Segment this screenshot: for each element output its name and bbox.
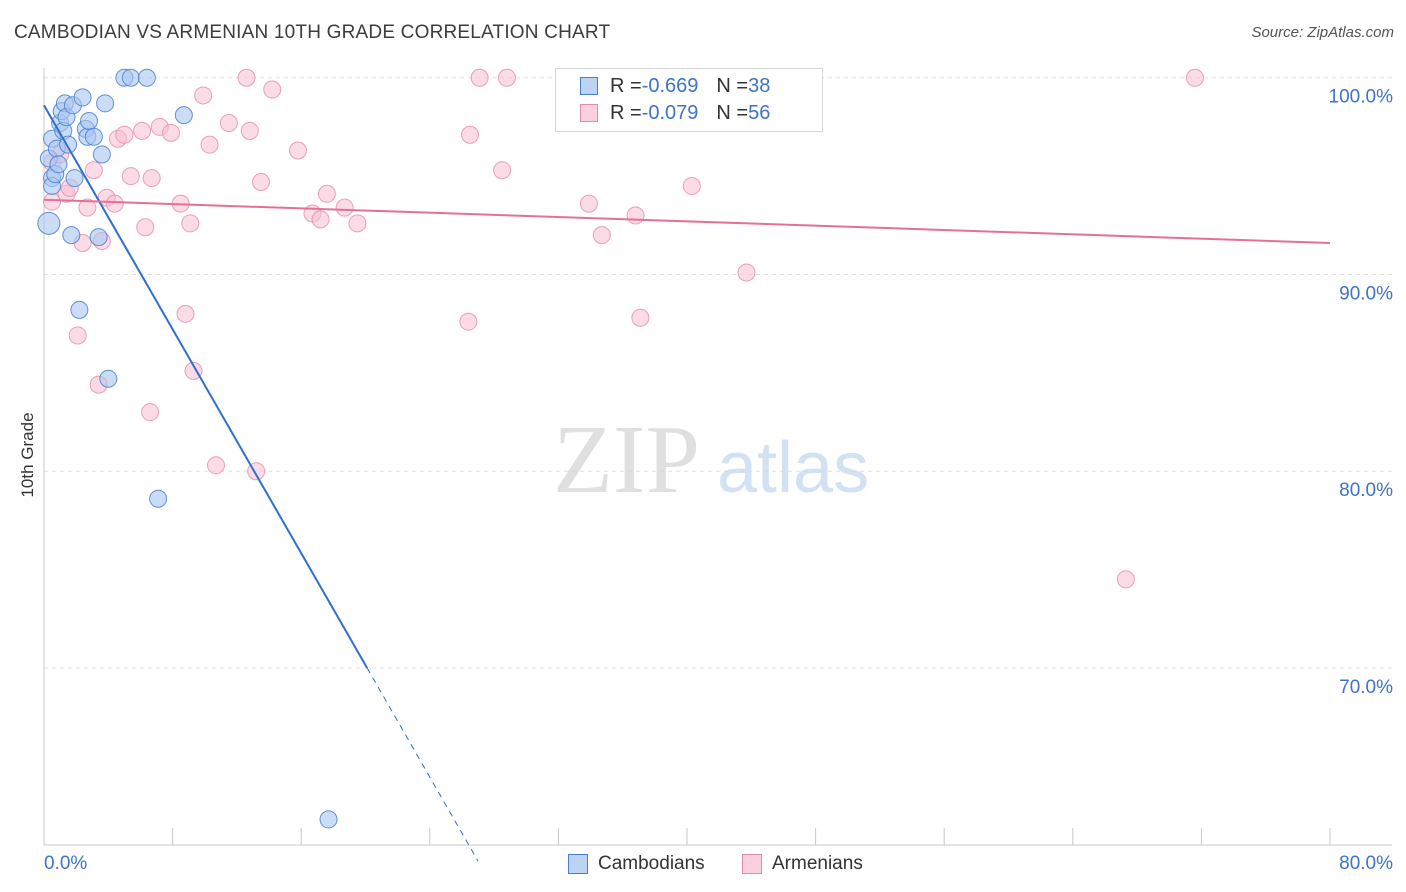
armenian-point (1185, 68, 1204, 87)
armenian-point (84, 161, 103, 180)
armenian-point (317, 184, 336, 203)
armenian-point (161, 123, 180, 142)
cambodian-series (37, 68, 338, 829)
cambodian-point (84, 127, 103, 146)
armenian-point (176, 304, 195, 323)
armenian-point (631, 308, 650, 327)
axes (43, 68, 1392, 846)
armenian-point (470, 68, 489, 87)
legend-label-cambodians: Cambodians (598, 853, 705, 874)
legend-row-cambodians: R = -0.669 N = 38 (580, 73, 770, 99)
armenian-point (252, 173, 271, 192)
source-label: Source: ZipAtlas.com (1251, 24, 1394, 41)
armenian-point (626, 206, 645, 225)
y-tick-label: 70.0% (1339, 677, 1393, 698)
legend-r-value: -0.079 (641, 101, 699, 124)
cambodian-point (37, 211, 61, 235)
cambodian-trend-extension (366, 667, 479, 862)
armenian-legend-swatch (742, 854, 762, 874)
armenian-point (592, 226, 611, 245)
cambodian-point (99, 369, 118, 388)
legend-r-value: -0.669 (641, 74, 699, 97)
armenian-series (43, 68, 1204, 589)
legend-n-label: N = (716, 101, 749, 124)
watermark-zip: ZIP (553, 406, 700, 514)
watermark: ZIP atlas (553, 406, 869, 514)
armenian-point (194, 86, 213, 105)
watermark-atlas: atlas (717, 428, 869, 508)
cambodian-point (65, 169, 84, 188)
grid-lines (44, 77, 1392, 669)
armenian-point (460, 125, 479, 144)
armenian-point (133, 121, 152, 140)
cambodian-point (70, 300, 89, 319)
legend-n-value: 56 (748, 101, 771, 124)
tick-labels: 100.0% 90.0% 80.0% 70.0% 0.0% 80.0% (44, 87, 1393, 874)
armenian-point (493, 161, 512, 180)
y-tick-label: 100.0% (1329, 87, 1394, 108)
armenian-swatch (580, 104, 598, 122)
chart-title: CAMBODIAN VS ARMENIAN 10TH GRADE CORRELA… (14, 22, 611, 43)
cambodian-point (49, 155, 68, 174)
armenian-point (121, 167, 140, 186)
y-tick-label: 90.0% (1339, 283, 1393, 304)
cambodian-point (319, 810, 338, 829)
armenian-point (115, 125, 134, 144)
legend-item-cambodians: Cambodians (568, 852, 705, 876)
stats-legend: R = -0.669 N = 38 R = -0.079 N = 56 (555, 68, 823, 132)
cambodian-point (149, 489, 168, 508)
y-axis-label: 10th Grade (18, 412, 37, 498)
legend-n-label: N = (716, 74, 749, 97)
armenian-point (459, 312, 478, 331)
cambodian-point (137, 68, 156, 87)
armenian-point (105, 194, 124, 213)
x-tick-label: 0.0% (44, 853, 87, 874)
armenian-point (136, 218, 155, 237)
armenian-point (181, 214, 200, 233)
armenian-point (348, 214, 367, 233)
cambodian-swatch (580, 77, 598, 95)
armenian-point (288, 141, 307, 160)
legend-row-armenians: R = -0.079 N = 56 (580, 100, 770, 126)
armenian-point (1116, 570, 1135, 589)
armenian-point (240, 121, 259, 140)
cambodian-point (96, 94, 115, 113)
legend-r-label: R = (610, 74, 642, 97)
cambodian-point (89, 228, 108, 247)
armenian-point (335, 198, 354, 217)
armenian-point (237, 68, 256, 87)
cambodian-trend-line (43, 104, 368, 669)
armenian-point (219, 113, 238, 132)
cambodian-point (73, 88, 92, 107)
cambodian-point (92, 145, 111, 164)
armenian-trend-line (43, 198, 1331, 244)
legend-r-label: R = (610, 101, 642, 124)
armenian-point (207, 456, 226, 475)
armenian-point (142, 169, 161, 188)
legend-label-armenians: Armenians (772, 853, 863, 874)
trend-lines (43, 104, 1331, 862)
cambodian-point (174, 106, 193, 125)
armenian-point (311, 210, 330, 229)
armenian-point (200, 135, 219, 154)
cambodian-legend-swatch (568, 854, 588, 874)
armenian-point (68, 326, 87, 345)
armenian-point (497, 68, 516, 87)
legend-n-value: 38 (748, 74, 771, 97)
armenian-point (78, 198, 97, 217)
cambodian-point (62, 226, 81, 245)
cambodian-point (121, 68, 140, 87)
y-tick-label: 80.0% (1339, 480, 1393, 501)
legend-item-armenians: Armenians (742, 852, 863, 876)
x-tick-label: 80.0% (1339, 853, 1393, 874)
armenian-point (184, 361, 203, 380)
armenian-point (579, 194, 598, 213)
armenian-point (141, 403, 160, 422)
armenian-point (682, 176, 701, 195)
armenian-point (263, 80, 282, 99)
cambodian-point (80, 112, 99, 131)
armenian-point (737, 263, 756, 282)
